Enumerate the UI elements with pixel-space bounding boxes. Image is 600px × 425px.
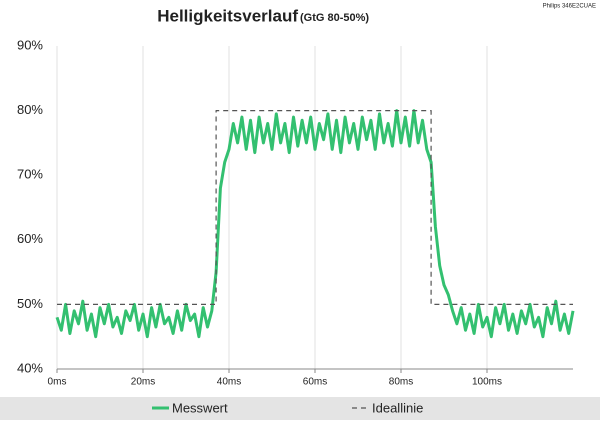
series-line	[55, 109, 575, 339]
y-tick-label: 80%	[17, 102, 43, 117]
x-tick-label: 80ms	[389, 377, 413, 388]
y-tick-label: 70%	[17, 167, 43, 182]
y-tick-label: 90%	[17, 37, 43, 52]
x-tick-label: 100ms	[472, 377, 502, 388]
x-tick-label: 40ms	[217, 377, 241, 388]
x-tick-label: 0ms	[48, 377, 67, 388]
x-tick-label: 60ms	[303, 377, 327, 388]
legend-label: Messwert	[172, 400, 228, 415]
y-tick-label: 40%	[17, 360, 43, 375]
source: Philips 346E2CUAE	[543, 4, 596, 10]
x-tick-label: 20ms	[131, 377, 155, 388]
y-tick-label: 60%	[17, 231, 43, 246]
chart-subtitle: (GtG 80-50%)	[300, 12, 369, 24]
legend-background	[0, 397, 600, 420]
y-tick-label: 50%	[17, 296, 43, 311]
legend-label: Ideallinie	[372, 400, 423, 415]
chart-title: Helligkeitsverlauf	[157, 6, 298, 25]
series-line	[57, 110, 573, 305]
